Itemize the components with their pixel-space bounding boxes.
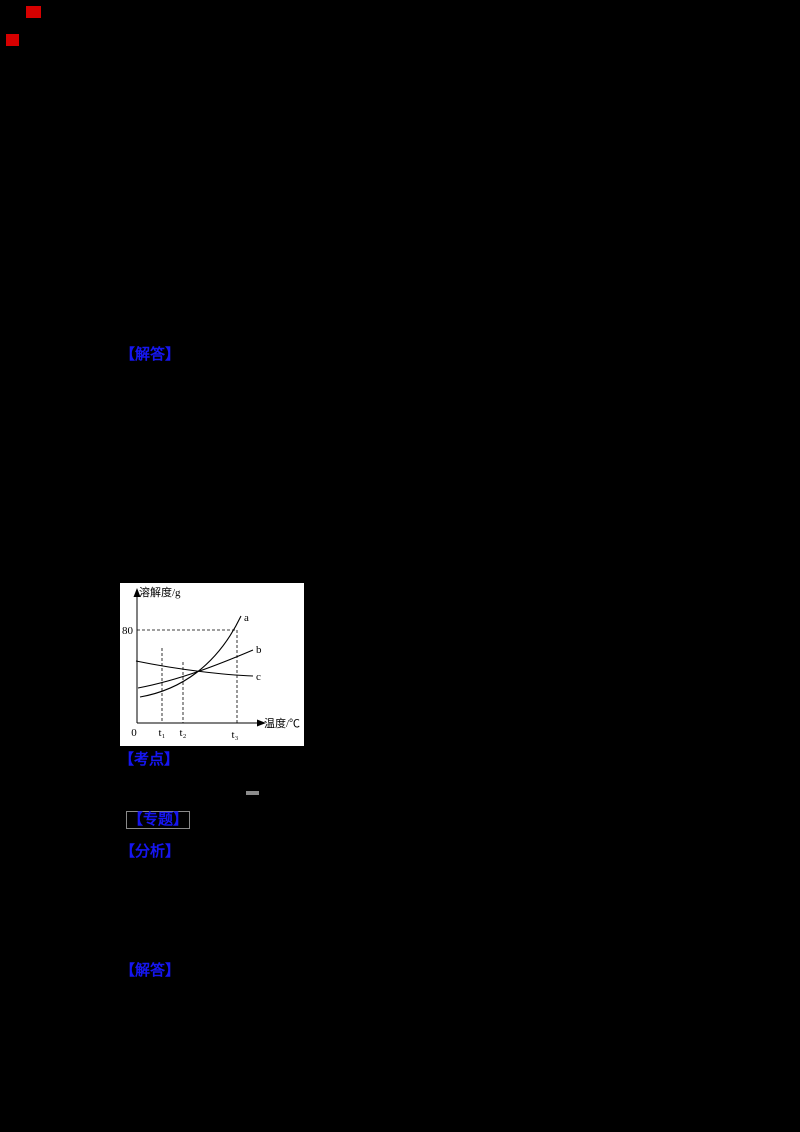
- curve-label-a: a: [244, 612, 249, 624]
- annotation-zhuanti: 【专题】: [126, 811, 191, 829]
- y-tick-80: 80: [122, 625, 134, 637]
- solubility-curve-figure: 溶解度/g 温度/℃ 80 0 t₁ t₂ t₃ a b c: [120, 583, 304, 746]
- x-axis-label: 温度/℃: [264, 716, 300, 730]
- annotation-fenxi: 【分析】: [120, 844, 181, 860]
- y-axis-arrow-icon: [133, 588, 141, 597]
- x-tick-t3: t₃: [232, 729, 239, 741]
- curve-a: [139, 615, 242, 698]
- annotation-jieda-2: 【解答】: [120, 963, 181, 979]
- curve-b: [137, 649, 254, 689]
- red-mark-2: [6, 34, 19, 46]
- annotation-kaodian: 【考点】: [119, 752, 180, 768]
- curve-label-b: b: [256, 644, 262, 656]
- x-axis-arrow-icon: [257, 719, 266, 727]
- annotation-jieda-1: 【解答】: [120, 347, 181, 363]
- y-axis-label: 溶解度/g: [139, 585, 181, 599]
- red-mark-1: [26, 6, 41, 18]
- curve-label-c: c: [256, 671, 261, 683]
- curve-c: [135, 660, 254, 677]
- origin-label: 0: [131, 727, 137, 739]
- divider-dash: [246, 791, 259, 795]
- solubility-curve-svg: 溶解度/g 温度/℃ 80 0 t₁ t₂ t₃ a b c: [122, 585, 300, 741]
- x-tick-t2: t₂: [180, 727, 187, 739]
- x-tick-t1: t₁: [159, 727, 166, 739]
